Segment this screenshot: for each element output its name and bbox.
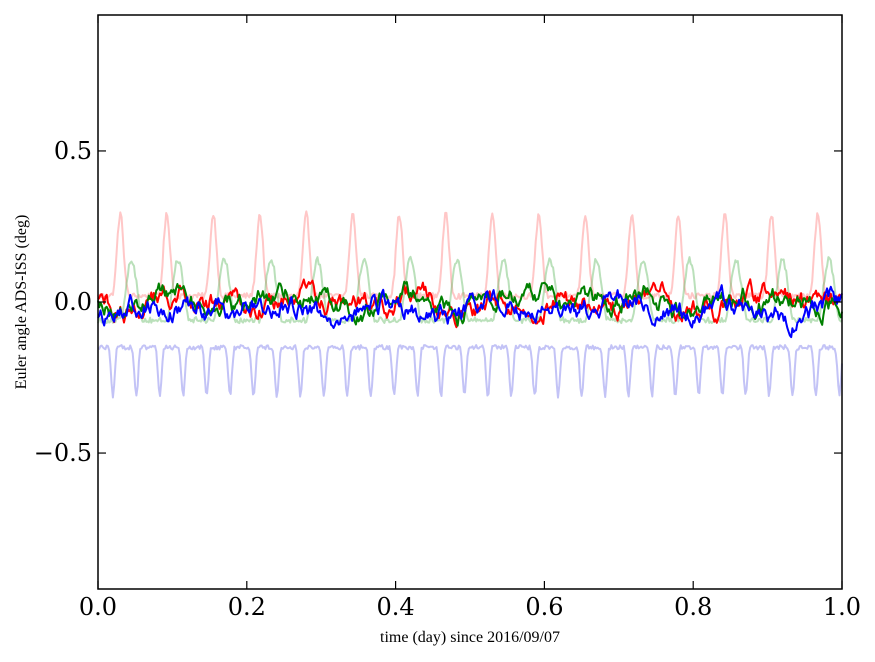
series-layer [97,210,843,399]
y-axis-label: Euler angle ADS-ISS (deg) [13,215,30,390]
series-line-5 [97,280,843,327]
x-tick-label: 0.4 [377,593,415,621]
x-tick-label: 1.0 [823,593,861,621]
series-line-3 [97,344,843,399]
x-tick-label: 0.0 [79,593,117,621]
y-tick-label: 0.0 [54,288,92,316]
series-line-6 [97,284,843,339]
x-tick-label: 0.2 [228,593,266,621]
y-tick-label: −0.5 [34,439,92,467]
ticks-layer: 0.0 0.2 0.4 0.6 0.8 1.0 −0.5 0.0 0.5 [34,15,861,621]
x-tick-label: 0.6 [525,593,563,621]
x-tick-label: 0.8 [674,593,712,621]
y-tick-label: 0.5 [54,137,92,165]
x-axis-label: time (day) since 2016/09/07 [380,629,560,646]
